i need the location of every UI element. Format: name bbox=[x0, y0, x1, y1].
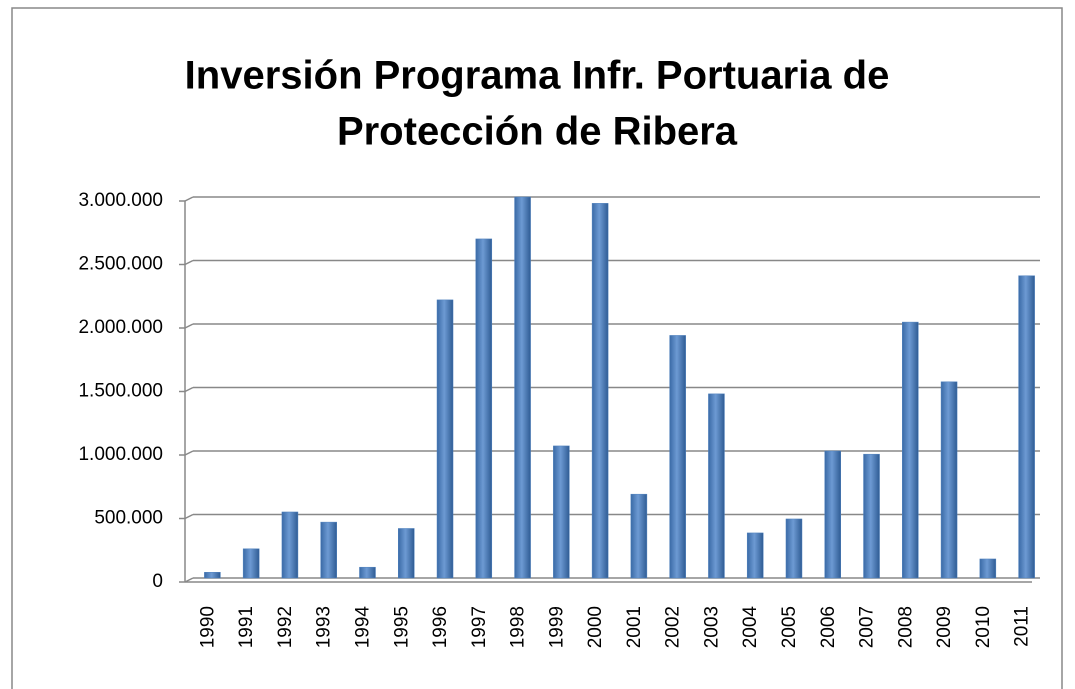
bar bbox=[902, 321, 919, 579]
bar bbox=[475, 238, 493, 579]
x-tick-label: 2009 bbox=[934, 606, 955, 648]
bar bbox=[242, 548, 260, 579]
x-tick-label: 1998 bbox=[508, 606, 529, 648]
bar bbox=[359, 566, 376, 579]
y-tick-label: 1.500.000 bbox=[78, 381, 163, 402]
bar bbox=[746, 532, 764, 579]
grid-line-depth bbox=[184, 323, 194, 329]
x-tick-label: 1995 bbox=[391, 606, 412, 648]
bar bbox=[514, 196, 531, 579]
grid-line-depth bbox=[184, 450, 194, 456]
grid-line-depth bbox=[184, 386, 194, 393]
x-tick-label: 2004 bbox=[740, 606, 761, 649]
bar bbox=[979, 558, 997, 579]
x-tick-label: 1994 bbox=[352, 606, 373, 649]
bar bbox=[1018, 275, 1035, 579]
x-tick-label: 1999 bbox=[546, 606, 567, 648]
grid-line-depth bbox=[184, 196, 194, 202]
x-tick-label: 1996 bbox=[430, 606, 451, 648]
x-tick-label: 2005 bbox=[779, 606, 800, 648]
y-tick-label: 0 bbox=[152, 571, 163, 592]
grid-line-depth bbox=[184, 259, 194, 266]
x-tick-label: 1993 bbox=[314, 606, 335, 648]
bar bbox=[785, 518, 803, 579]
bar bbox=[863, 453, 880, 579]
x-tick-label: 1997 bbox=[469, 606, 490, 648]
bar bbox=[824, 450, 841, 579]
x-tick-label: 2001 bbox=[624, 606, 645, 648]
x-tick-label: 2008 bbox=[895, 606, 916, 648]
bar bbox=[940, 381, 958, 579]
y-tick-label: 500.000 bbox=[94, 508, 163, 529]
x-tick-label: 2003 bbox=[701, 606, 722, 648]
y-tick-label: 1.000.000 bbox=[78, 444, 163, 465]
bar bbox=[630, 493, 648, 579]
x-tick-label: 2007 bbox=[857, 606, 878, 648]
x-tick-label: 1991 bbox=[236, 606, 257, 648]
bar bbox=[436, 299, 454, 579]
bar bbox=[281, 511, 299, 579]
grid-line-depth bbox=[184, 513, 194, 520]
bar bbox=[204, 572, 221, 579]
y-tick-label: 2.500.000 bbox=[78, 254, 163, 275]
x-tick-label: 2002 bbox=[663, 606, 684, 648]
x-tick-label: 1990 bbox=[197, 606, 218, 648]
bar bbox=[708, 393, 725, 579]
bar bbox=[669, 335, 686, 579]
y-tick-label: 3.000.000 bbox=[78, 190, 163, 211]
chart-title: Protección de Ribera bbox=[337, 110, 738, 154]
chart-title: Inversión Programa Infr. Portuaria de bbox=[185, 54, 890, 98]
bar bbox=[591, 203, 609, 579]
x-tick-label: 1992 bbox=[275, 606, 296, 648]
x-tick-label: 2010 bbox=[973, 606, 994, 648]
y-tick-label: 2.000.000 bbox=[78, 317, 163, 338]
x-tick-label: 2000 bbox=[585, 606, 606, 648]
bar bbox=[553, 445, 570, 579]
x-tick-label: 2006 bbox=[818, 606, 839, 648]
bar bbox=[320, 521, 337, 579]
bar bbox=[398, 528, 415, 579]
x-tick-label: 2011 bbox=[1012, 606, 1033, 647]
chart-frame bbox=[11, 7, 1063, 689]
